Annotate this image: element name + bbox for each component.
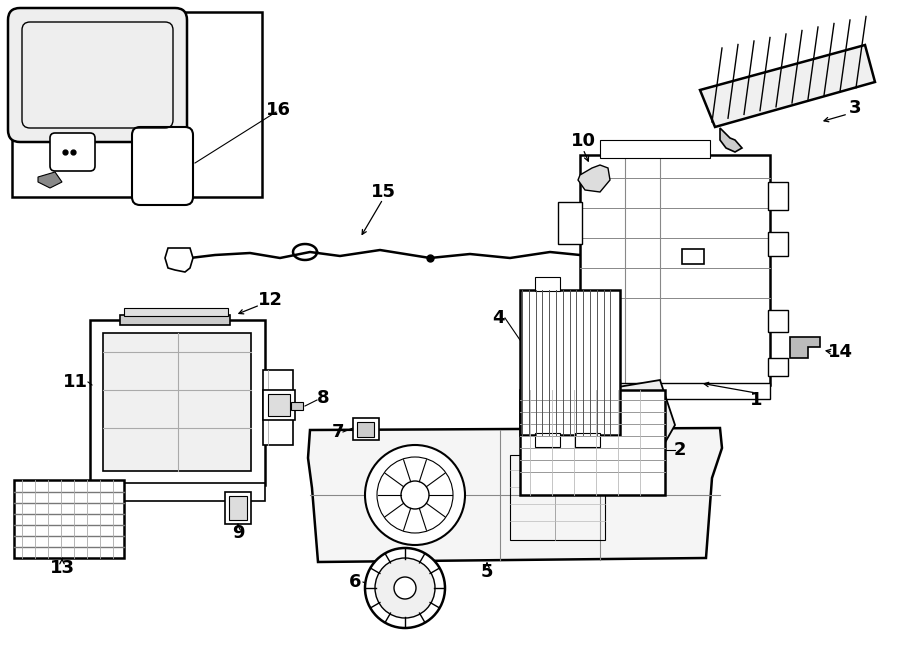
Bar: [103, 333, 251, 471]
Bar: [520, 390, 665, 495]
Bar: [580, 155, 770, 385]
Bar: [291, 402, 303, 410]
Bar: [510, 455, 605, 540]
Bar: [120, 315, 230, 325]
Bar: [580, 383, 770, 399]
Circle shape: [375, 558, 435, 618]
Bar: [124, 308, 228, 316]
Text: 1: 1: [750, 391, 762, 409]
Circle shape: [365, 548, 445, 628]
Bar: [768, 310, 788, 332]
Bar: [600, 140, 710, 158]
Text: 4: 4: [491, 309, 504, 327]
Bar: [357, 422, 374, 437]
Bar: [768, 232, 788, 256]
Text: 8: 8: [317, 389, 329, 407]
Polygon shape: [308, 428, 722, 562]
Bar: [535, 277, 560, 291]
Polygon shape: [700, 45, 875, 127]
Bar: [768, 358, 788, 376]
Polygon shape: [578, 165, 610, 192]
Bar: [14, 480, 124, 558]
Bar: [225, 492, 251, 524]
Bar: [768, 182, 788, 210]
Bar: [90, 483, 265, 501]
FancyBboxPatch shape: [132, 127, 193, 205]
Text: 2: 2: [674, 441, 686, 459]
Bar: [229, 496, 247, 520]
Bar: [575, 433, 600, 447]
Bar: [520, 290, 620, 435]
FancyBboxPatch shape: [50, 133, 95, 171]
Text: 3: 3: [849, 99, 861, 117]
Text: 7: 7: [332, 423, 344, 441]
FancyBboxPatch shape: [8, 8, 187, 142]
Bar: [353, 418, 379, 440]
Polygon shape: [165, 248, 193, 272]
Circle shape: [394, 577, 416, 599]
Polygon shape: [600, 380, 675, 455]
Bar: [12, 12, 262, 197]
Text: 13: 13: [50, 559, 75, 577]
Text: 10: 10: [571, 132, 596, 150]
Polygon shape: [790, 337, 820, 358]
Bar: [558, 202, 582, 244]
Bar: [263, 390, 295, 420]
Polygon shape: [38, 172, 62, 188]
Text: 15: 15: [371, 183, 395, 201]
Text: 14: 14: [827, 343, 852, 361]
Text: 11: 11: [62, 373, 87, 391]
Polygon shape: [720, 128, 742, 152]
Text: 6: 6: [349, 573, 361, 591]
Text: 9: 9: [232, 524, 244, 542]
Bar: [90, 320, 265, 485]
Bar: [263, 370, 293, 445]
Bar: [682, 249, 704, 264]
Text: 12: 12: [257, 291, 283, 309]
Bar: [535, 433, 560, 447]
Circle shape: [401, 481, 429, 509]
Text: 16: 16: [266, 101, 291, 119]
Bar: [268, 394, 290, 416]
Circle shape: [365, 445, 465, 545]
Text: 5: 5: [481, 563, 493, 581]
